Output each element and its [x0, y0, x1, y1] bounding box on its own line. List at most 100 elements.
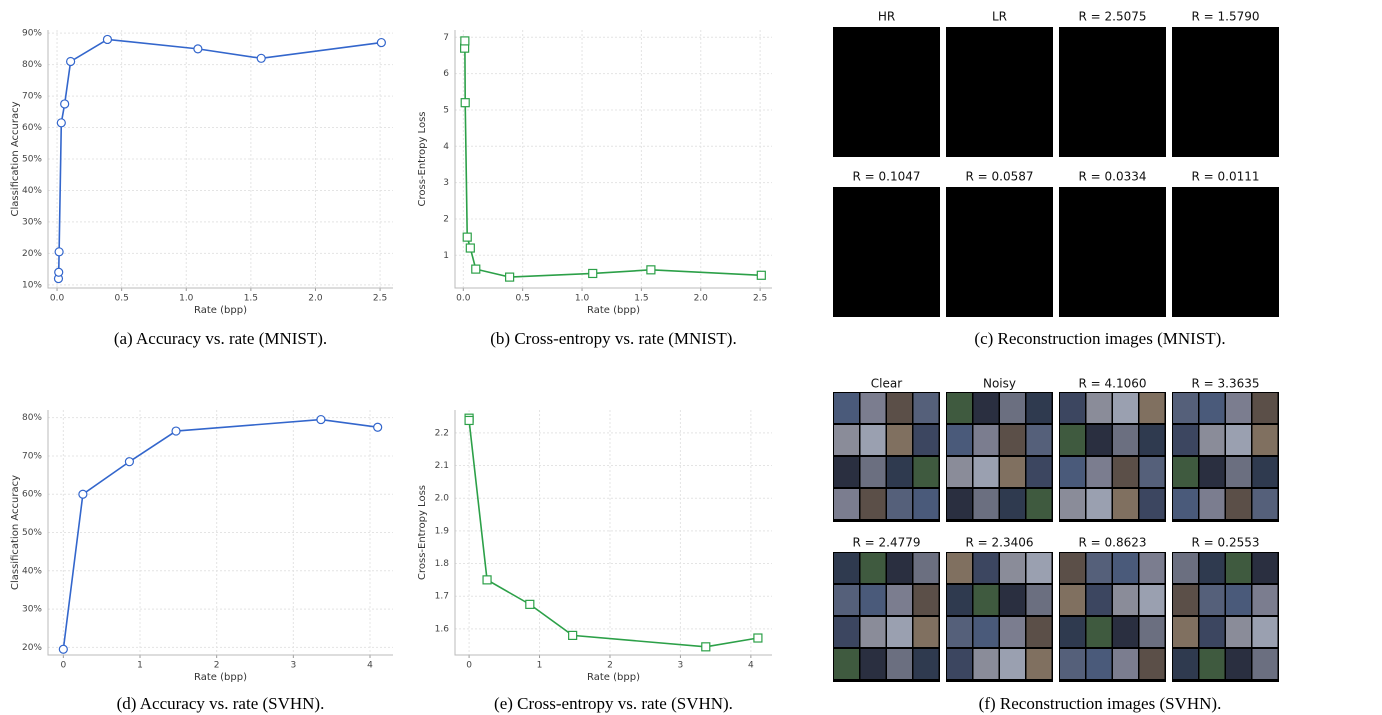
image-cell — [1027, 425, 1052, 455]
panel-title: Noisy — [983, 377, 1016, 391]
y-tick-label: 50% — [22, 155, 42, 165]
image-cell — [1060, 585, 1085, 615]
image-cell — [1200, 393, 1225, 423]
image-cell — [1087, 457, 1112, 487]
image-cell — [1200, 585, 1225, 615]
image-cell — [1253, 585, 1278, 615]
data-point — [59, 645, 67, 653]
image — [946, 27, 1053, 157]
image-cell — [1140, 649, 1165, 679]
y-tick-label: 7 — [443, 33, 449, 43]
image-cell — [834, 393, 859, 423]
data-point — [466, 244, 474, 252]
caption: (a) Accuracy vs. rate (MNIST). — [114, 329, 327, 348]
y-tick-label: 60% — [22, 490, 42, 500]
y-tick-label: 1.8 — [435, 559, 450, 569]
panel-title: LR — [992, 10, 1007, 24]
x-tick-label: 0 — [466, 661, 472, 671]
image-cell — [974, 649, 999, 679]
image-cell — [887, 393, 912, 423]
image-cell — [1027, 393, 1052, 423]
data-point — [194, 45, 202, 53]
y-tick-label: 60% — [22, 123, 42, 133]
data-point — [472, 265, 480, 273]
data-point — [526, 600, 534, 608]
x-tick-label: 2.5 — [373, 294, 387, 304]
figure: 10%20%30%40%50%60%70%80%90%0.00.51.01.52… — [0, 0, 1382, 715]
image-cell — [1253, 617, 1278, 647]
image-cell — [1060, 617, 1085, 647]
y-tick-label: 2.2 — [435, 428, 449, 438]
image-cell — [1000, 649, 1025, 679]
image-cell — [834, 617, 859, 647]
y-tick-label: 2.1 — [435, 461, 449, 471]
image-cell — [1113, 617, 1138, 647]
x-tick-label: 2 — [607, 661, 613, 671]
image-cell — [1027, 457, 1052, 487]
image-cell — [1000, 393, 1025, 423]
image-cell — [1140, 585, 1165, 615]
caption: (c) Reconstruction images (MNIST). — [974, 329, 1225, 348]
x-tick-label: 4 — [748, 661, 754, 671]
data-point — [55, 248, 63, 256]
image-cell — [887, 457, 912, 487]
image-cell — [1027, 489, 1052, 519]
image-cell — [834, 425, 859, 455]
y-tick-label: 4 — [443, 142, 449, 152]
data-point — [461, 99, 469, 107]
image-cell — [974, 393, 999, 423]
image-cell — [1226, 553, 1251, 583]
image-cell — [1173, 585, 1198, 615]
image-cell — [1087, 553, 1112, 583]
image-cell — [947, 425, 972, 455]
x-axis-label: Rate (bpp) — [194, 305, 247, 316]
x-tick-label: 2.5 — [753, 294, 767, 304]
image-cell — [1253, 553, 1278, 583]
data-point — [483, 576, 491, 584]
image-cell — [1173, 649, 1198, 679]
image-cell — [861, 553, 886, 583]
image-cell — [914, 457, 939, 487]
image-cell — [947, 489, 972, 519]
y-tick-label: 70% — [22, 92, 42, 102]
image-cell — [914, 393, 939, 423]
panel-title: R = 0.8623 — [1078, 536, 1146, 550]
y-tick-label: 40% — [22, 566, 42, 576]
caption: (d) Accuracy vs. rate (SVHN). — [117, 694, 325, 713]
caption: (e) Cross-entropy vs. rate (SVHN). — [494, 694, 733, 713]
image-cell — [1060, 649, 1085, 679]
image-cell — [1200, 489, 1225, 519]
data-line — [63, 420, 377, 650]
y-tick-label: 80% — [22, 413, 42, 423]
image-cell — [1000, 553, 1025, 583]
image-cell — [1200, 617, 1225, 647]
image-cell — [947, 553, 972, 583]
y-tick-label: 10% — [22, 280, 42, 290]
panel-title: R = 4.1060 — [1078, 377, 1146, 391]
image-cell — [947, 585, 972, 615]
image-cell — [1140, 393, 1165, 423]
y-axis-label: Classification Accuracy — [10, 101, 21, 216]
image-cell — [1027, 617, 1052, 647]
image-cell — [1140, 553, 1165, 583]
image-cell — [914, 649, 939, 679]
image-cell — [1113, 489, 1138, 519]
panel-title: R = 3.3635 — [1191, 377, 1259, 391]
image-cell — [1200, 553, 1225, 583]
image-cell — [834, 585, 859, 615]
y-tick-label: 50% — [22, 528, 42, 538]
data-point — [702, 643, 710, 651]
image-cell — [1000, 425, 1025, 455]
image-cell — [1226, 585, 1251, 615]
data-point — [377, 39, 385, 47]
image-cell — [861, 425, 886, 455]
y-tick-label: 40% — [22, 186, 42, 196]
image-cell — [1060, 553, 1085, 583]
image-cell — [1173, 393, 1198, 423]
image-cell — [1113, 553, 1138, 583]
y-tick-label: 2 — [443, 214, 449, 224]
panel-title: R = 2.4779 — [852, 536, 920, 550]
image-cell — [1226, 457, 1251, 487]
image-cell — [1113, 393, 1138, 423]
image-cell — [834, 457, 859, 487]
